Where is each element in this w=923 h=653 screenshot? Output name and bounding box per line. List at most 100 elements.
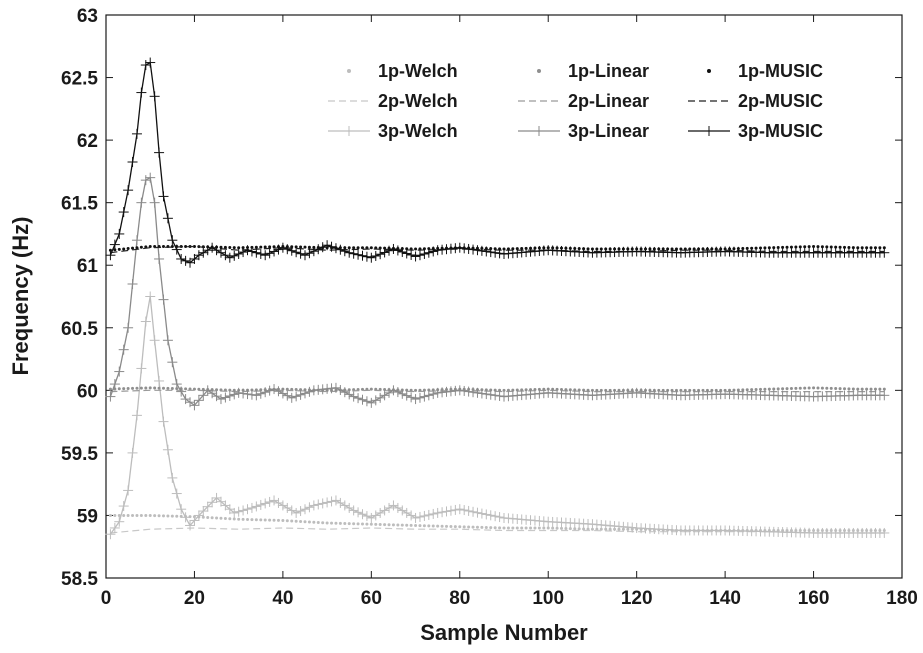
plus-marker	[207, 497, 218, 508]
plus-marker	[419, 248, 430, 259]
plus-marker	[410, 251, 421, 262]
data-point	[873, 246, 877, 250]
data-point	[294, 387, 298, 391]
data-point	[524, 526, 528, 530]
data-point	[502, 388, 506, 392]
legend-label: 1p-Linear	[568, 61, 649, 81]
plus-marker	[215, 394, 226, 405]
plus-marker	[388, 243, 399, 254]
data-point	[170, 514, 174, 518]
data-point	[108, 248, 112, 252]
data-point	[228, 517, 232, 521]
legend-label: 2p-MUSIC	[738, 91, 823, 111]
data-point	[294, 519, 298, 523]
plus-marker	[441, 386, 452, 397]
plus-marker	[136, 197, 147, 208]
data-point	[843, 387, 847, 391]
plus-marker	[246, 389, 257, 400]
plus-marker	[335, 497, 346, 508]
plus-marker	[105, 529, 116, 540]
plus-marker	[481, 389, 492, 400]
data-point	[789, 245, 793, 249]
data-point	[834, 386, 838, 390]
y-tick-label: 60.5	[61, 319, 98, 340]
data-point	[502, 247, 506, 251]
data-point	[834, 245, 838, 249]
data-point	[865, 387, 869, 391]
data-point	[268, 245, 272, 249]
plus-marker	[229, 250, 240, 261]
plus-marker	[428, 389, 439, 400]
plus-marker	[300, 250, 310, 261]
plus-marker	[476, 508, 487, 519]
data-point	[131, 513, 135, 517]
data-point	[533, 526, 537, 530]
data-point	[139, 245, 143, 249]
plus-marker	[472, 387, 483, 398]
data-point	[307, 245, 311, 249]
data-point	[882, 387, 886, 391]
plus-marker	[459, 505, 470, 516]
y-tick-label: 63	[77, 6, 98, 27]
data-point	[250, 518, 254, 522]
data-point	[321, 521, 325, 525]
data-point	[878, 246, 882, 250]
plus-marker	[441, 506, 452, 517]
plus-marker	[490, 247, 501, 258]
plus-marker	[286, 392, 297, 403]
data-point	[781, 245, 785, 249]
data-point	[325, 521, 329, 525]
data-point	[254, 245, 258, 249]
data-point	[360, 387, 364, 391]
data-point	[170, 386, 174, 390]
y-tick-label: 61.5	[61, 194, 98, 215]
plus-marker	[300, 388, 310, 399]
plus-marker	[361, 251, 372, 262]
plus-marker	[353, 393, 364, 404]
x-tick-label: 80	[449, 588, 470, 609]
data-point	[232, 517, 236, 521]
data-point	[108, 387, 112, 391]
data-point	[316, 520, 320, 524]
plus-marker	[322, 240, 333, 251]
data-point	[422, 524, 426, 528]
data-point	[405, 523, 409, 527]
data-point	[498, 526, 502, 530]
data-point	[219, 245, 223, 249]
data-point	[475, 525, 479, 529]
plus-marker	[308, 500, 319, 511]
data-point	[161, 514, 165, 518]
data-point	[803, 245, 807, 249]
plus-marker	[198, 247, 209, 258]
data-point	[807, 245, 811, 249]
data-point	[555, 526, 559, 530]
data-point	[312, 520, 316, 524]
plus-marker	[330, 382, 341, 393]
plus-marker	[154, 147, 165, 158]
data-point	[246, 517, 250, 521]
data-point	[480, 525, 484, 529]
plus-marker	[220, 250, 231, 261]
plus-marker	[357, 509, 368, 520]
plus-marker	[428, 508, 439, 519]
series-3p-music	[105, 57, 890, 268]
data-point	[590, 388, 594, 392]
plus-marker	[379, 247, 390, 258]
data-point	[135, 386, 139, 390]
plus-marker	[397, 505, 408, 516]
plus-marker	[260, 250, 271, 261]
plus-marker	[238, 388, 249, 399]
data-point	[750, 388, 754, 392]
data-point	[471, 525, 475, 529]
data-point	[431, 524, 435, 528]
plus-marker	[437, 507, 448, 518]
plus-marker	[384, 387, 395, 398]
plus-marker	[353, 507, 364, 518]
plus-marker	[154, 375, 165, 386]
axis-ticks: 0 20 40 60 80 100 120 140 160 180 58.5 59 59.5 60 60.5…	[61, 6, 918, 609]
plus-marker	[295, 506, 306, 517]
plus-marker	[388, 500, 399, 511]
plus-marker	[481, 509, 492, 520]
data-point	[772, 387, 776, 391]
y-axis-title: Frequency (Hz)	[8, 217, 33, 376]
